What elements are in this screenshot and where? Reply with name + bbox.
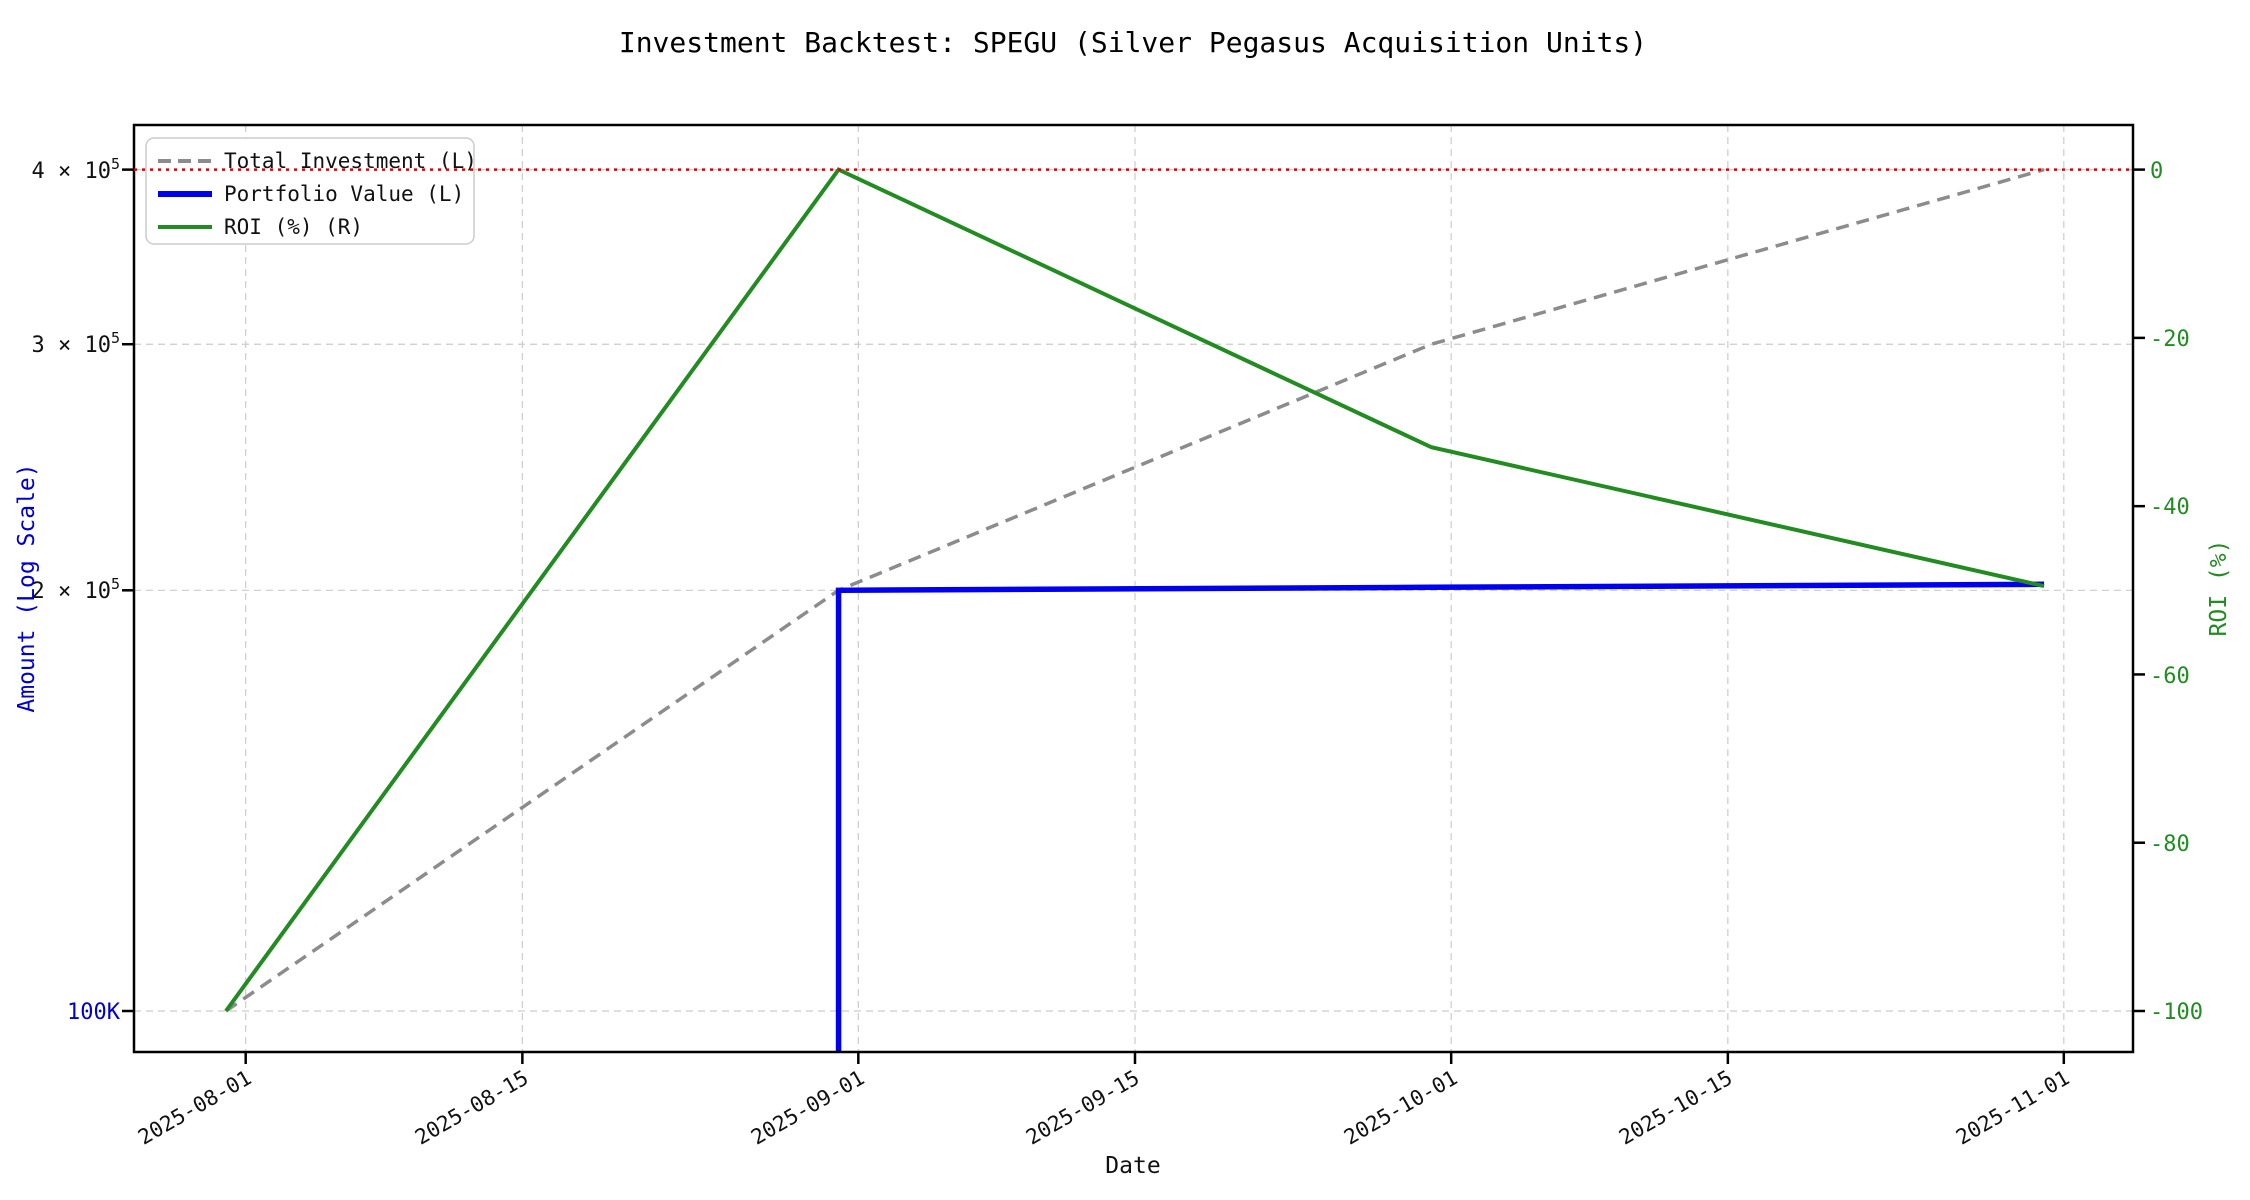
y-right-axis-label: ROI (%) xyxy=(2206,540,2232,637)
x-tick-labels: 2025-08-01 2025-08-15 2025-09-01 2025-09… xyxy=(134,1066,2073,1150)
x-tick-label: 2025-08-01 xyxy=(134,1066,255,1150)
x-axis-label: Date xyxy=(1105,1153,1160,1179)
axes-border xyxy=(132,123,2135,1054)
y-left-axis-label: Amount (Log Scale) xyxy=(14,463,40,712)
x-tick-label: 2025-10-15 xyxy=(1615,1066,1736,1150)
x-tick-label: 2025-08-15 xyxy=(411,1066,532,1150)
x-tick-label: 2025-09-01 xyxy=(747,1066,868,1150)
y-left-tick-label: 2 × 105 xyxy=(31,575,120,604)
x-tick-label: 2025-09-15 xyxy=(1022,1066,1143,1150)
portfolio-value-line xyxy=(835,581,2045,1052)
legend-label: Portfolio Value (L) xyxy=(224,182,464,206)
x-tick-label: 2025-11-01 xyxy=(1952,1066,2073,1150)
y-left-tick-labels: 100K 2 × 105 3 × 105 4 × 105 xyxy=(31,155,120,1025)
y-right-tick-label: -60 xyxy=(2150,664,2190,689)
legend-label: ROI (%) (R) xyxy=(224,215,363,239)
y-right-tick-label: 0 xyxy=(2150,159,2163,184)
chart-title: Investment Backtest: SPEGU (Silver Pegas… xyxy=(619,26,1647,59)
legend: Total Investment (L) Portfolio Value (L)… xyxy=(145,137,477,245)
legend-box xyxy=(145,137,475,245)
y-left-tick-label: 4 × 105 xyxy=(31,155,120,184)
roi-line xyxy=(224,167,2045,1013)
series-layer xyxy=(224,167,2045,1052)
y-right-tick-label: -20 xyxy=(2150,327,2190,352)
y-left-tick-label: 100K xyxy=(67,1000,121,1025)
y-left-tick-label: 3 × 105 xyxy=(31,329,120,358)
y-right-tick-labels: 0 -20 -40 -60 -80 -100 xyxy=(2150,159,2203,1025)
tick-marks xyxy=(122,168,2145,1064)
x-tick-label: 2025-10-01 xyxy=(1340,1066,1461,1150)
y-right-tick-label: -40 xyxy=(2150,495,2190,520)
y-right-tick-label: -80 xyxy=(2150,832,2190,857)
total-investment-line xyxy=(224,167,2045,1013)
y-right-tick-label: -100 xyxy=(2150,1000,2203,1025)
